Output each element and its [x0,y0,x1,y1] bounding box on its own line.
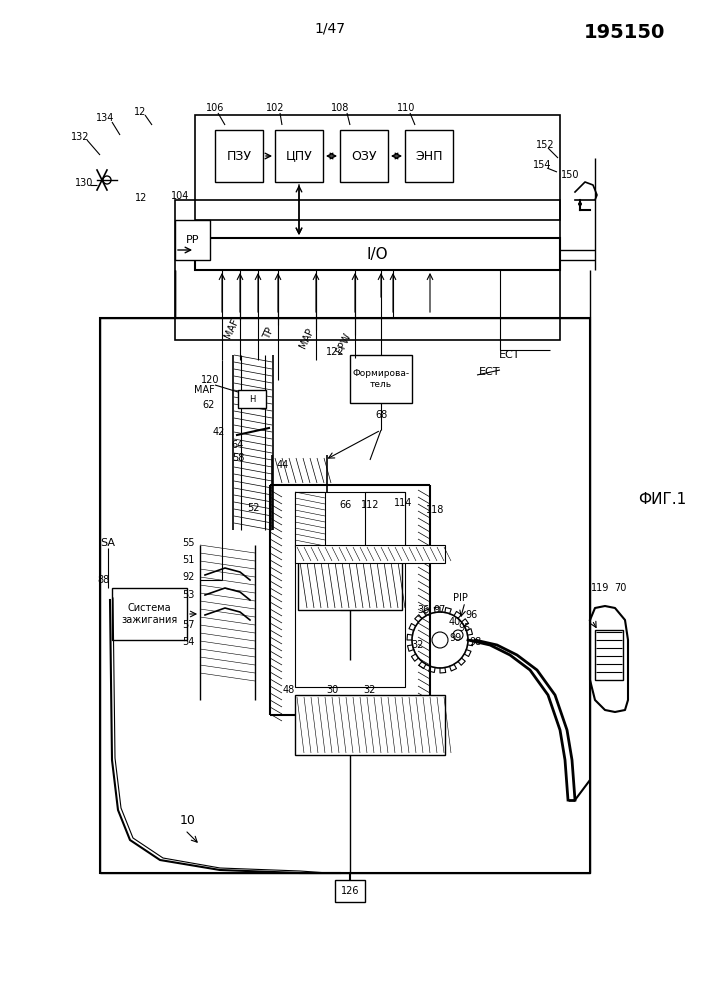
Text: 152: 152 [536,140,554,150]
Text: 44: 44 [277,460,289,470]
Text: 57: 57 [182,620,195,630]
Text: ЦПУ: ЦПУ [286,150,312,163]
Text: 97: 97 [434,605,446,615]
Bar [350,355,412,403]
Text: FPW: FPW [335,332,353,355]
Text: TP: TP [262,326,276,341]
Text: 96: 96 [466,610,478,620]
Text: 99: 99 [450,633,462,643]
Text: 110: 110 [397,103,415,113]
Bar [298,560,402,610]
Text: 64: 64 [232,440,244,450]
Text: 106: 106 [206,103,224,113]
Text: 104: 104 [171,191,189,201]
Text: ECT: ECT [480,367,500,377]
Bar [195,115,560,220]
Text: 134: 134 [96,113,114,123]
Text: 108: 108 [330,103,349,113]
Text: I/O: I/O [366,247,388,262]
Bar [275,130,323,182]
Text: ОЗУ: ОЗУ [351,150,377,163]
Text: 118: 118 [426,505,444,515]
Text: 88: 88 [98,575,110,585]
Text: PP: PP [186,235,199,245]
Text: 150: 150 [561,170,580,180]
Text: 51: 51 [183,555,195,565]
Bar [238,390,266,408]
Bar [340,130,388,182]
Text: 154: 154 [533,160,552,170]
Text: ЭНП: ЭНП [415,150,443,163]
Text: Формирова-
тель: Формирова- тель [352,370,410,389]
Bar [175,220,210,260]
Circle shape [578,202,582,206]
Text: 40: 40 [449,617,461,627]
Bar [295,695,445,755]
Text: 102: 102 [266,103,284,113]
Text: 112: 112 [361,500,379,510]
Text: 10: 10 [180,813,196,826]
Text: ECT: ECT [499,350,521,360]
Text: 62: 62 [202,400,215,410]
Text: MAF: MAF [223,317,241,340]
Text: 120: 120 [201,375,220,385]
Bar [335,880,365,902]
Text: 132: 132 [71,132,89,142]
Bar [295,492,325,547]
Text: ФИГ.1: ФИГ.1 [638,493,686,507]
Text: 126: 126 [341,886,359,896]
Text: 130: 130 [75,178,93,188]
Text: 48: 48 [283,685,295,695]
Text: 12: 12 [134,107,146,117]
Text: 92: 92 [183,572,195,582]
Bar [595,630,623,680]
Text: PIP: PIP [453,593,467,603]
Bar [195,238,560,270]
Text: 58: 58 [232,453,244,463]
Text: Система
зажигания: Система зажигания [122,603,178,624]
Text: 42: 42 [212,427,225,437]
Text: ПЗУ: ПЗУ [227,150,251,163]
Text: 32: 32 [412,640,424,650]
Bar [100,318,590,873]
Text: 1/47: 1/47 [315,21,346,35]
Text: 52: 52 [248,503,260,513]
Text: 119: 119 [591,583,609,593]
Text: 55: 55 [182,538,195,548]
Text: MAP: MAP [298,327,316,350]
Text: 68: 68 [375,410,387,420]
Bar [112,588,187,640]
Text: 98: 98 [469,637,481,647]
Text: 114: 114 [394,498,412,508]
Text: 54: 54 [183,637,195,647]
Text: 122: 122 [325,347,344,357]
Text: 32: 32 [364,685,376,695]
Text: MAF: MAF [194,385,215,395]
Text: H: H [249,395,255,404]
Text: 30: 30 [326,685,338,695]
Bar [295,545,445,563]
Text: 12: 12 [135,193,147,203]
Bar [175,200,560,340]
Bar [365,492,405,547]
Text: 66: 66 [339,500,351,510]
Text: SA: SA [101,538,115,548]
Text: 53: 53 [183,590,195,600]
Bar [215,130,263,182]
Text: 36: 36 [417,605,429,615]
Bar [405,130,453,182]
Text: 70: 70 [614,583,626,593]
Text: 95: 95 [459,623,471,633]
Text: 195150: 195150 [585,23,666,42]
Bar [295,492,405,687]
